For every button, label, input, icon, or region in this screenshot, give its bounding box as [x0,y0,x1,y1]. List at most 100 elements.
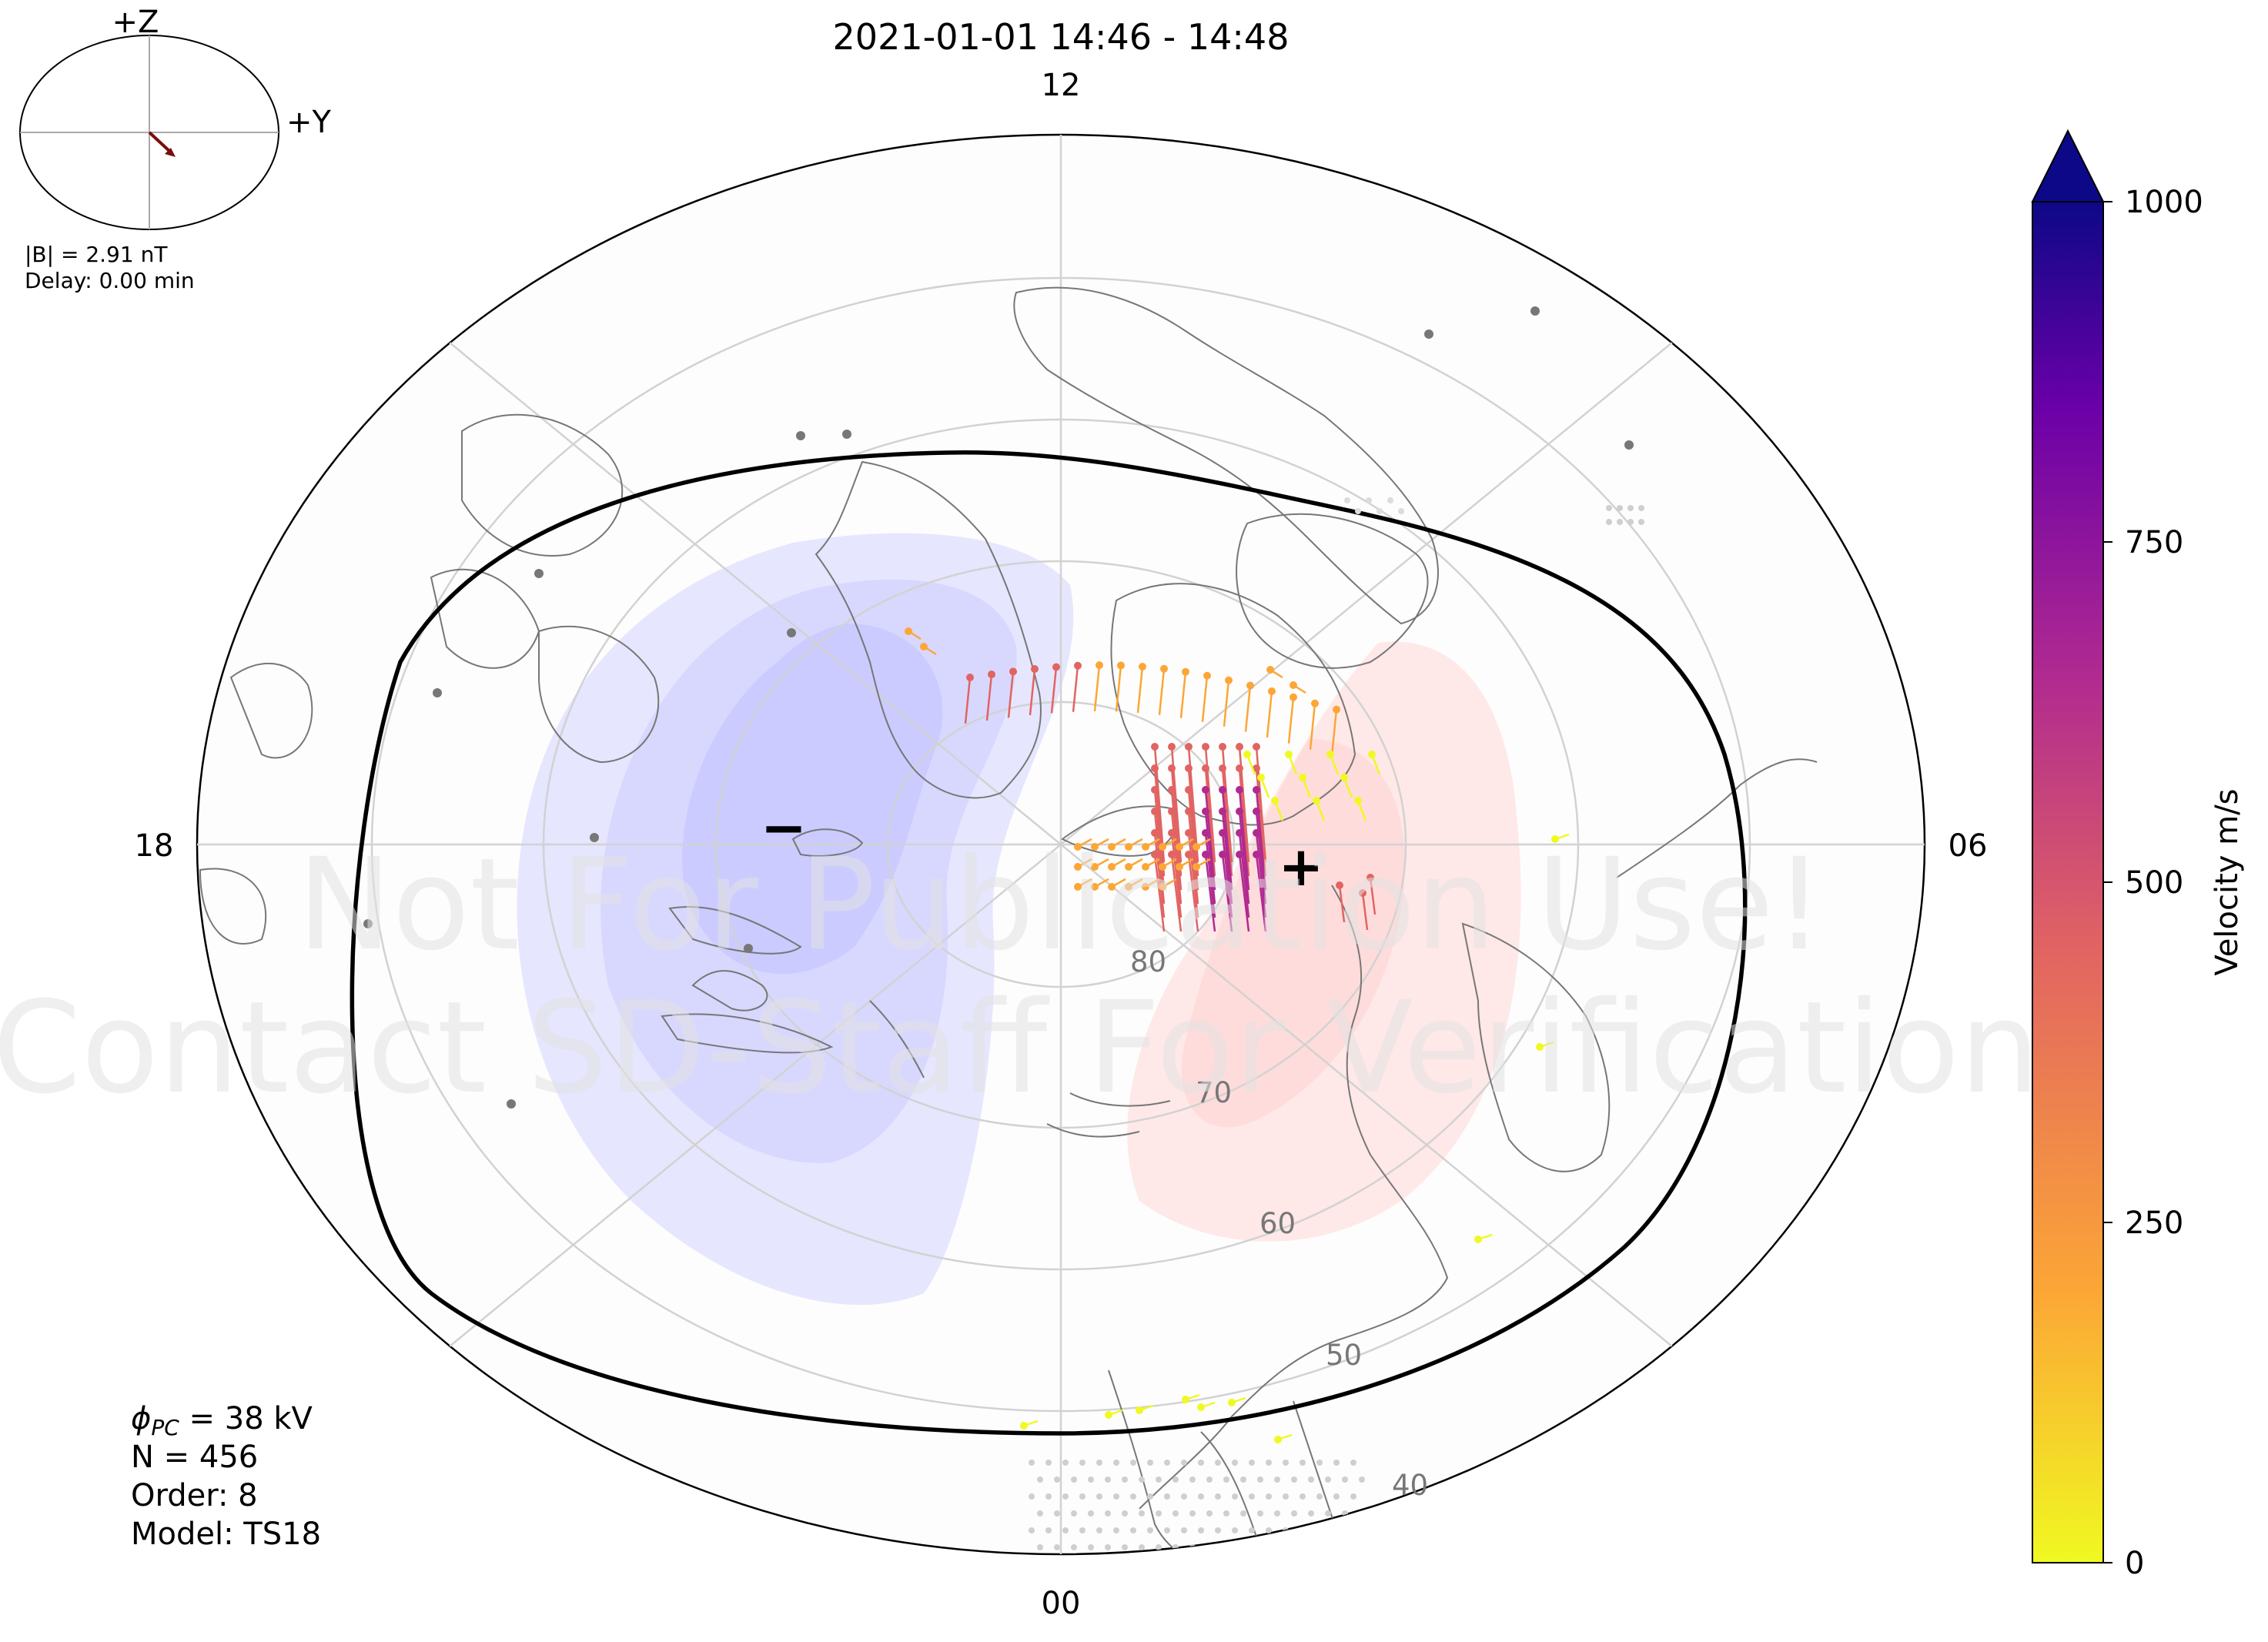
grid-point [1316,1493,1323,1500]
velocity-vector [1255,767,1267,877]
grid-point [1344,497,1350,503]
grid-point [1181,1493,1187,1500]
velocity-vector-point [1168,851,1176,858]
velocity-vector-point [920,643,928,650]
positive-potential-inner [1181,739,1405,1128]
velocity-vector [1238,811,1250,905]
grid-point [1189,1544,1196,1550]
velocity-vector-point [1253,743,1260,751]
imf-delay: Delay: 0.00 min [25,268,195,293]
phi-value: = 38 kV [179,1401,313,1436]
grid-point [1232,1493,1238,1500]
grid-point [1037,1510,1043,1517]
grid-point [1198,1460,1204,1466]
fit-order: Order: 8 [131,1478,258,1513]
velocity-vector [1153,767,1166,877]
grid-point [1240,1544,1246,1550]
grid-point [1079,1561,1085,1567]
grid-point [1181,1460,1187,1466]
velocity-vector-point [1202,743,1209,751]
grid-point [1300,1561,1306,1567]
mlt-label-00: 00 [1042,1586,1081,1621]
velocity-vector-point [1203,671,1211,680]
grid-point [1206,1544,1213,1550]
velocity-vector-point [1151,808,1159,815]
velocity-vector-point [1168,743,1176,751]
grid-point [1283,1493,1289,1500]
velocity-vector-point [1197,1403,1205,1411]
grid-point [1071,1476,1077,1483]
velocity-vector-point [1202,786,1209,794]
velocity-vector-point [1359,889,1366,897]
velocity-vector [1153,854,1166,932]
colorbar-tick-500: 500 [2125,865,2183,901]
velocity-vector-point [1185,743,1193,751]
grid-point [1377,508,1383,514]
velocity-vector-point [1268,687,1276,695]
grid-point [1266,1561,1272,1567]
grid-point [1054,1476,1060,1483]
velocity-vector-point [1202,764,1209,772]
velocity-vector-point [1311,699,1319,707]
grid-point [1113,1561,1119,1567]
grid-point [1096,1527,1102,1533]
velocity-vector-point [988,671,995,679]
velocity-vector-point [1253,829,1260,837]
velocity-vector [1204,767,1216,877]
velocity-vector-point [1236,743,1243,751]
grid-point [1130,1493,1136,1500]
velocity-vector [1221,767,1233,877]
velocity-vector-point [1159,883,1166,891]
velocity-vector-point [1185,851,1193,858]
grid-point [1325,1510,1331,1517]
grid-point [1113,1527,1119,1533]
velocity-vector-point [1031,665,1039,674]
velocity-vector [1170,767,1183,877]
velocity-vector-point [1246,681,1254,690]
velocity-vector [1187,811,1199,905]
grid-point [1029,1460,1035,1466]
latitude-labels: 80 70 60 50 40 [1130,945,1428,1502]
grid-point [1071,1510,1077,1517]
velocity-vector-point [1074,661,1082,670]
imf-vector [148,131,172,154]
heppner-maynard-boundary [350,450,1748,1436]
velocity-vector [1255,811,1267,905]
grid-point [1316,1527,1323,1533]
max-potential-marker: + [1279,835,1324,898]
grid-point [1181,1527,1187,1533]
grid-point [590,833,599,842]
grid-point [1249,1527,1255,1533]
velocity-vector-point [1236,808,1243,815]
velocity-vector-point [1219,786,1226,794]
mlt-label-18: 18 [135,828,174,864]
velocity-vector [1136,666,1144,714]
model-name: Model: TS18 [131,1517,321,1552]
velocity-vector-point [1228,1399,1236,1406]
velocity-vector-point [1185,829,1193,837]
grid-point [1156,1510,1162,1517]
grid-point [1045,1561,1052,1567]
velocity-vector-point [1108,843,1116,851]
velocity-vector-point [1219,829,1226,837]
velocity-vector-point [1151,829,1159,837]
grid-point [1054,1510,1060,1517]
grid-point [1164,1527,1170,1533]
velocity-vector-point [1333,705,1340,714]
velocity-vector [1369,877,1377,915]
colorbar-gradient [2032,201,2104,1563]
grid-point [1130,1527,1136,1533]
grid-point [1088,1544,1094,1550]
grid-point [1232,1460,1238,1466]
grid-point [1071,1544,1077,1550]
velocity-vectors [905,627,1570,1443]
grid-point [1266,1460,1272,1466]
grid-point [1624,440,1634,450]
grid-point [1300,1460,1306,1466]
grid-point [1164,1493,1170,1500]
velocity-vector [1170,832,1183,918]
grid-point [1627,505,1634,511]
imf-b-magnitude: |B| = 2.91 nT [25,242,168,267]
velocity-vector-point [1290,693,1297,701]
